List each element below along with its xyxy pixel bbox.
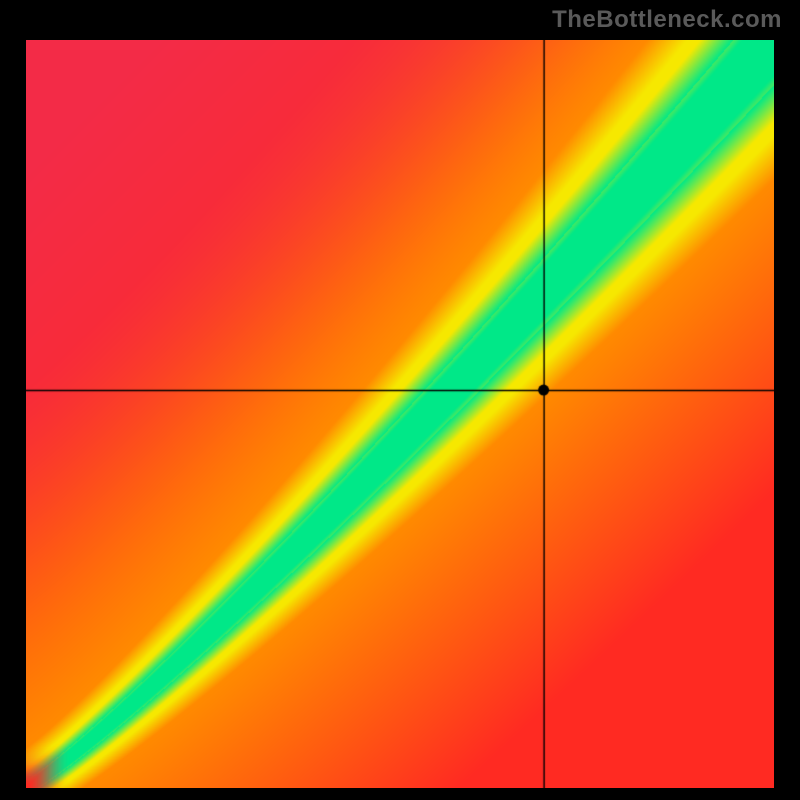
bottleneck-heatmap: [26, 40, 774, 788]
watermark-text: TheBottleneck.com: [552, 6, 782, 34]
